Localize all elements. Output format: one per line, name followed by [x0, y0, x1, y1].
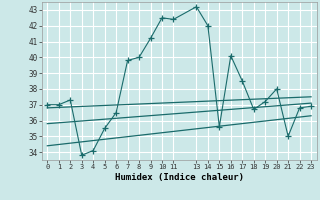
- X-axis label: Humidex (Indice chaleur): Humidex (Indice chaleur): [115, 173, 244, 182]
